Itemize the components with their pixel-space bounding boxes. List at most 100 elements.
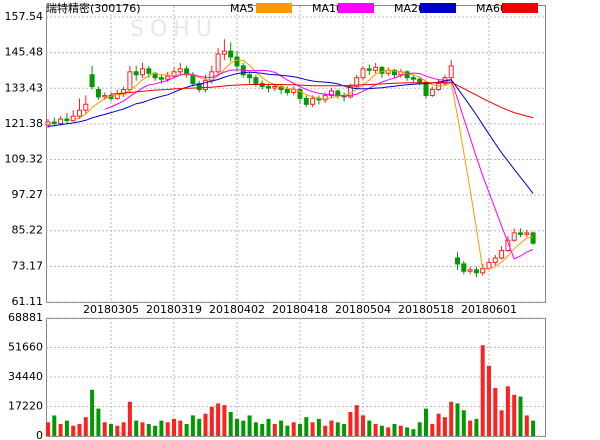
volume-bar [203, 413, 208, 436]
candle-body [158, 77, 164, 80]
volume-bar [159, 420, 164, 436]
volume-bar [342, 424, 347, 436]
candle-body [524, 232, 530, 235]
candle-body [417, 78, 423, 83]
ma-line [104, 69, 534, 260]
volume-bar [442, 417, 447, 436]
candle-body [234, 56, 240, 67]
candle-body [297, 89, 303, 99]
candle-body [410, 77, 416, 80]
volume-bar [216, 403, 221, 436]
legend-swatch [420, 3, 456, 13]
candle-body [429, 89, 435, 96]
candle-body [492, 257, 498, 263]
ma-line [110, 81, 534, 119]
candle-body [140, 68, 145, 76]
volume-bar [102, 422, 107, 436]
volume-bar [77, 424, 82, 436]
volume-bar [83, 417, 88, 436]
volume-bar [235, 418, 239, 436]
candle-body [95, 89, 101, 98]
volume-bar [461, 410, 466, 436]
volume-bar [310, 422, 315, 436]
volume-bar [272, 424, 277, 436]
volume-bar [184, 424, 189, 436]
volume-bar [109, 424, 113, 436]
volume-bar [354, 405, 359, 436]
volume-bar [298, 424, 302, 436]
candle-body [51, 121, 57, 125]
candle-body [89, 74, 95, 88]
candle-body [392, 69, 397, 76]
volume-bar [197, 418, 202, 436]
candle-body [436, 83, 442, 91]
volume-bar [241, 420, 246, 436]
y-tick-label: 157.54 [5, 10, 44, 23]
volume-bar [64, 420, 69, 436]
candle-body [322, 94, 328, 101]
volume-bar [417, 422, 422, 436]
legend-swatch [502, 3, 538, 13]
y-tick-label: 121.38 [5, 117, 44, 130]
candle-body [70, 115, 76, 122]
volume-bar [228, 412, 233, 436]
volume-bar [279, 420, 284, 436]
volume-bar [291, 422, 296, 436]
volume-bar [172, 418, 176, 436]
y-tick-label: 133.43 [5, 81, 44, 94]
candle-body [486, 261, 492, 269]
x-tick-label: 20180601 [461, 303, 517, 316]
candle-body [203, 80, 208, 91]
volume-bar [474, 418, 479, 436]
volume-bar [209, 406, 214, 436]
volume-bar [505, 386, 510, 436]
volume-bar [253, 422, 258, 436]
volume-bar [449, 401, 454, 436]
candle-body [146, 68, 152, 74]
candle-body [259, 83, 265, 88]
volume-bar [398, 425, 403, 436]
volume-bar [115, 425, 120, 436]
candle-body [196, 83, 202, 91]
candle-body [102, 94, 108, 98]
volume-bar [531, 420, 536, 436]
candle-body [511, 232, 517, 241]
volume-bar [411, 429, 416, 436]
volume-bar [480, 345, 485, 436]
candle-body [133, 71, 139, 76]
candle-body [184, 68, 190, 76]
x-tick-label: 20180418 [272, 303, 328, 316]
candle-body [329, 90, 334, 96]
candle-body [177, 68, 183, 73]
volume-bar [90, 389, 95, 436]
volume-bar [190, 415, 195, 436]
candle-body [121, 89, 127, 95]
ma-line [47, 71, 534, 194]
candle-body [366, 68, 372, 71]
y-tick-label: 73.17 [12, 259, 44, 272]
volume-bar [468, 420, 473, 436]
volume-bar [361, 415, 365, 436]
candle-body [373, 66, 379, 71]
candle-body [354, 77, 360, 88]
volume-bar [367, 420, 372, 436]
x-tick-label: 20180305 [83, 303, 139, 316]
candle-body [518, 232, 523, 235]
volume-bar [58, 424, 63, 436]
volume-bar [178, 420, 183, 436]
legend-label: MA10 [312, 2, 343, 15]
candle-body [165, 75, 171, 80]
candle-body [360, 68, 366, 79]
volume-bar [247, 415, 252, 436]
candle-body [455, 257, 460, 265]
candle-body [64, 118, 70, 122]
volume-bar [430, 424, 435, 436]
candle-body [58, 118, 64, 125]
volume-bar [46, 422, 50, 436]
candle-body [272, 86, 278, 89]
candle-body [530, 232, 536, 244]
candle-body [423, 81, 429, 96]
volume-bar [323, 425, 328, 436]
candle-body [77, 109, 82, 117]
y-tick-label: 61.11 [12, 295, 44, 308]
